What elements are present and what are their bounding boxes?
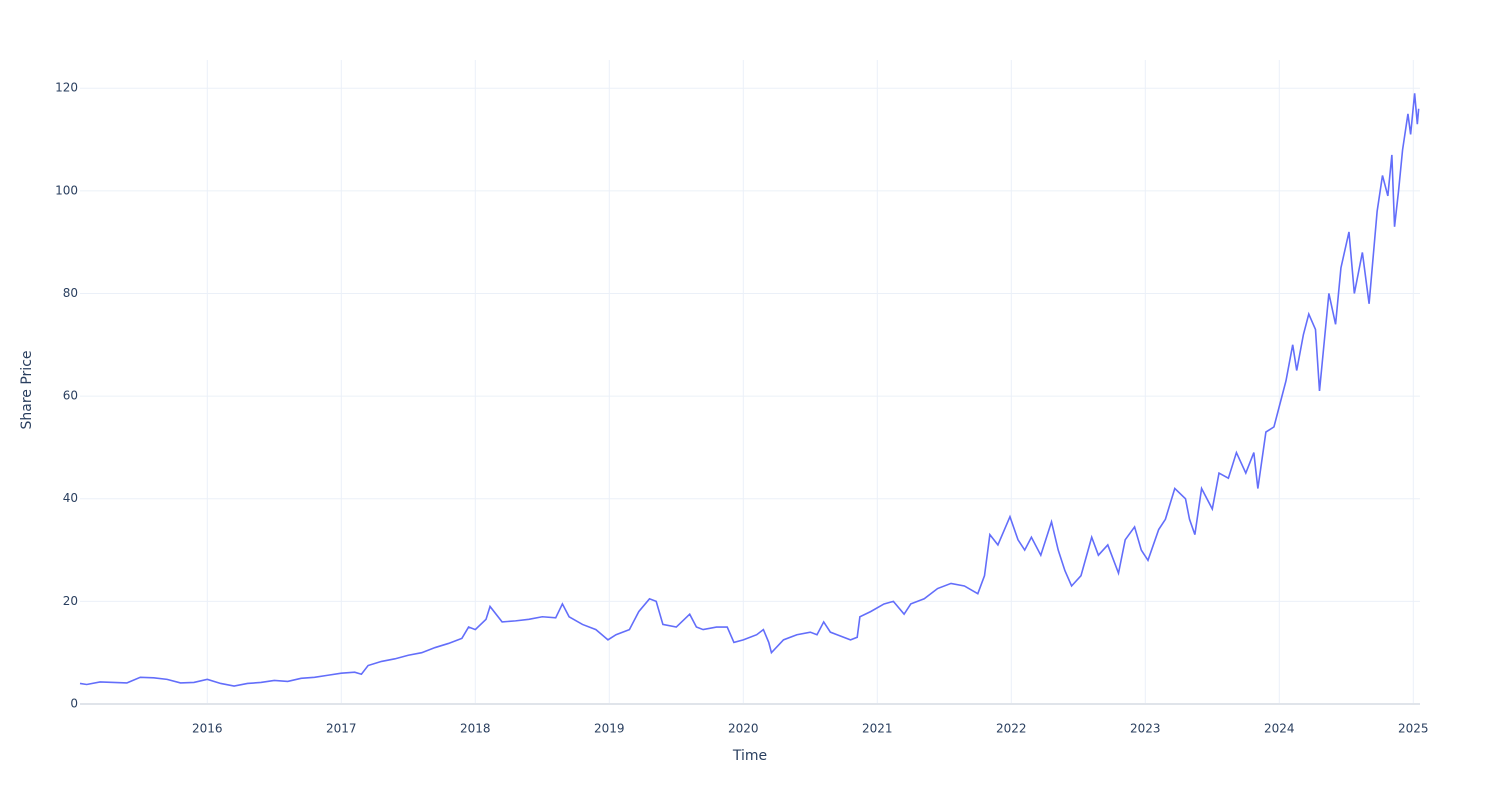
line [79,93,1420,687]
x-tick-label: 2017 [326,722,357,736]
x-tick-label: 2021 [862,722,893,736]
y-tick-label: 100 [55,183,78,197]
x-tick-label: 2016 [192,722,223,736]
y-tick-label: 0 [70,697,78,711]
y-tick-label: 80 [63,286,78,300]
x-tick-label: 2020 [728,722,759,736]
y-tick-label: 60 [63,389,78,403]
x-tick-label: 2025 [1398,722,1429,736]
y-tick-label: 40 [63,491,78,505]
x-tick-label: 2022 [996,722,1027,736]
y-tick-label: 20 [63,594,78,608]
x-axis-title: Time [732,748,767,764]
y-tick-label: 120 [55,81,78,95]
x-tick-label: 2023 [1130,722,1161,736]
x-tick-label: 2024 [1264,722,1295,736]
y-axis-title: Share Price [19,350,35,429]
x-tick-label: 2019 [594,722,625,736]
x-tick-label: 2018 [460,722,491,736]
